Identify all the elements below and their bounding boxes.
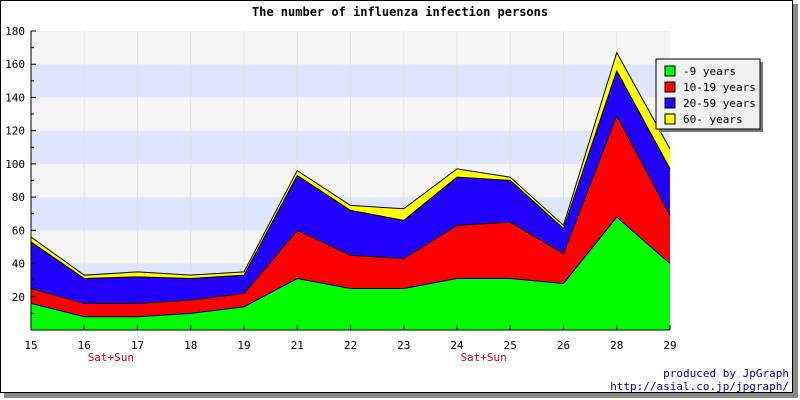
area-10-19-years xyxy=(31,115,670,317)
y-tick-label: 140 xyxy=(5,91,25,104)
legend-swatch xyxy=(664,97,676,109)
x-tick-label: 28 xyxy=(610,339,623,352)
x-tick-label: 24 xyxy=(450,339,464,352)
legend-label: -9 years xyxy=(683,65,736,78)
y-tick-label: 100 xyxy=(5,158,25,171)
area-20-59-years xyxy=(31,70,670,304)
legend-swatch xyxy=(664,113,676,125)
x-tick-label: 25 xyxy=(504,339,517,352)
x-tick-label: 21 xyxy=(291,339,304,352)
x-tick-label: 17 xyxy=(131,339,144,352)
chart-title: The number of influenza infection person… xyxy=(252,5,548,19)
footer-url[interactable]: http://asial.co.jp/jpgraph/ xyxy=(610,380,789,393)
legend-label: 10-19 years xyxy=(683,81,756,94)
area-outline xyxy=(30,114,671,304)
area-outline xyxy=(30,216,671,318)
y-tick-label: 40 xyxy=(12,258,25,271)
x-tick-label: 18 xyxy=(184,339,197,352)
y-tick-label: 160 xyxy=(5,58,25,71)
x-tick-label: 26 xyxy=(557,339,570,352)
area-outline xyxy=(30,69,671,280)
footer-produced-by: produced by JpGraph xyxy=(663,367,789,380)
area-outline xyxy=(30,51,671,276)
area-series-group xyxy=(30,51,671,330)
y-tick-label: 20 xyxy=(12,291,25,304)
x-tick-label: 29 xyxy=(663,339,676,352)
legend-label: 60- years xyxy=(683,113,743,126)
y-tick-labels: 20 40 60 80 100 120 140 160 180 xyxy=(5,25,36,314)
legend-label: 20-59 years xyxy=(683,97,756,110)
y-tick-label: 120 xyxy=(5,125,25,138)
legend: -9 years 10-19 years 20-59 years 60- years xyxy=(655,58,763,132)
legend-swatch xyxy=(664,65,676,77)
y-tick-label: 60 xyxy=(12,224,25,237)
x-tick-label: 19 xyxy=(237,339,250,352)
x-tick-label: 23 xyxy=(397,339,410,352)
y-tick-label: 80 xyxy=(12,191,25,204)
area-9-years xyxy=(31,217,670,330)
x-tick-labels: 15 16 17 18 19 21 22 23 24 25 26 28 29 xyxy=(24,325,677,352)
weekend-labels: Sat+Sun Sat+Sun xyxy=(88,351,507,364)
x-tick-label: 16 xyxy=(78,339,91,352)
weekend-label: Sat+Sun xyxy=(88,351,134,364)
x-tick-label: 22 xyxy=(344,339,357,352)
x-tick-label: 15 xyxy=(24,339,37,352)
y-tick-label: 180 xyxy=(5,25,25,38)
legend-swatch xyxy=(664,81,676,93)
weekend-label: Sat+Sun xyxy=(460,351,506,364)
